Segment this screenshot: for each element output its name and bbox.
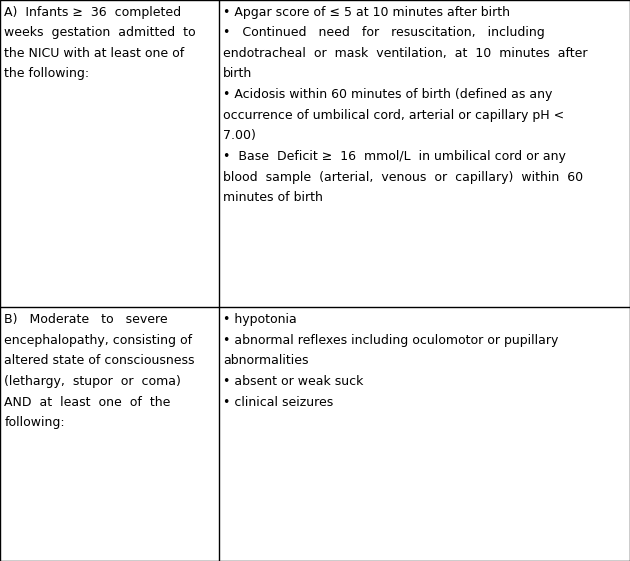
Text: AND  at  least  one  of  the: AND at least one of the: [4, 396, 171, 408]
Text: • abnormal reflexes including oculomotor or pupillary: • abnormal reflexes including oculomotor…: [223, 334, 558, 347]
Text: occurrence of umbilical cord, arterial or capillary pH <: occurrence of umbilical cord, arterial o…: [223, 109, 564, 122]
Text: altered state of consciousness: altered state of consciousness: [4, 355, 195, 367]
Text: minutes of birth: minutes of birth: [223, 191, 323, 204]
Text: the NICU with at least one of: the NICU with at least one of: [4, 47, 185, 60]
Text: • Acidosis within 60 minutes of birth (defined as any: • Acidosis within 60 minutes of birth (d…: [223, 88, 553, 101]
Text: following:: following:: [4, 416, 65, 429]
Text: • absent or weak suck: • absent or weak suck: [223, 375, 364, 388]
Text: birth: birth: [223, 67, 252, 80]
Text: the following:: the following:: [4, 67, 89, 80]
Text: endotracheal  or  mask  ventilation,  at  10  minutes  after: endotracheal or mask ventilation, at 10 …: [223, 47, 588, 60]
Text: 7.00): 7.00): [223, 130, 256, 142]
Text: B)   Moderate   to   severe: B) Moderate to severe: [4, 313, 168, 326]
Text: • Apgar score of ≤ 5 at 10 minutes after birth: • Apgar score of ≤ 5 at 10 minutes after…: [223, 6, 510, 19]
Text: (lethargy,  stupor  or  coma): (lethargy, stupor or coma): [4, 375, 181, 388]
Text: • clinical seizures: • clinical seizures: [223, 396, 333, 408]
Text: encephalopathy, consisting of: encephalopathy, consisting of: [4, 334, 193, 347]
Text: • hypotonia: • hypotonia: [223, 313, 297, 326]
Text: blood  sample  (arterial,  venous  or  capillary)  within  60: blood sample (arterial, venous or capill…: [223, 171, 583, 183]
Text: A)  Infants ≥  36  completed: A) Infants ≥ 36 completed: [4, 6, 181, 19]
Text: •  Base  Deficit ≥  16  mmol/L  in umbilical cord or any: • Base Deficit ≥ 16 mmol/L in umbilical …: [223, 150, 566, 163]
Text: •   Continued   need   for   resuscitation,   including: • Continued need for resuscitation, incl…: [223, 26, 545, 39]
Text: abnormalities: abnormalities: [223, 355, 309, 367]
Text: weeks  gestation  admitted  to: weeks gestation admitted to: [4, 26, 196, 39]
